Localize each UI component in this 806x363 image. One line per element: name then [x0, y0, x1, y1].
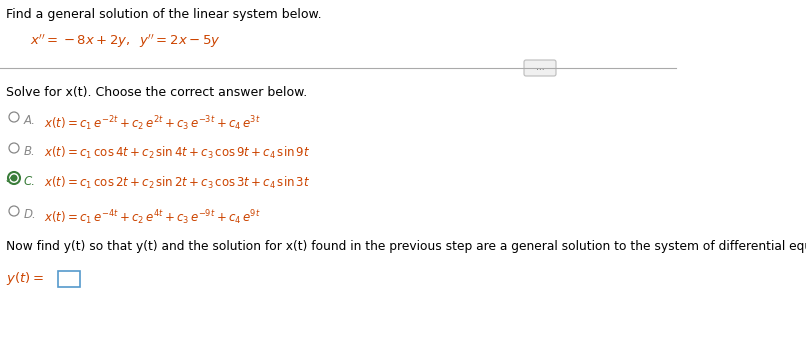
Circle shape	[8, 172, 20, 184]
Text: A.: A.	[24, 114, 36, 127]
Text: $x(t) = c_1\, \cos 4t + c_2\, \sin 4t + c_3\, \cos 9t + c_4\, \sin 9t$: $x(t) = c_1\, \cos 4t + c_2\, \sin 4t + …	[44, 145, 310, 161]
Text: D.: D.	[24, 208, 37, 221]
Text: Now find y(t) so that y(t) and the solution for x(t) found in the previous step : Now find y(t) so that y(t) and the solut…	[6, 240, 806, 253]
Text: Find a general solution of the linear system below.: Find a general solution of the linear sy…	[6, 8, 322, 21]
FancyBboxPatch shape	[58, 271, 80, 287]
FancyBboxPatch shape	[524, 60, 556, 76]
Text: Solve for x(t). Choose the correct answer below.: Solve for x(t). Choose the correct answe…	[6, 86, 307, 99]
Text: $y(t) =$: $y(t) =$	[6, 270, 44, 287]
Text: ...: ...	[536, 64, 544, 73]
Text: B.: B.	[24, 145, 35, 158]
Text: $x(t) = c_1\, e^{-4t} + c_2\, e^{4t} + c_3\, e^{-9t} + c_4\, e^{9t}$: $x(t) = c_1\, e^{-4t} + c_2\, e^{4t} + c…	[44, 208, 260, 227]
Text: $x(t) = c_1\, e^{-2t} + c_2\, e^{2t} + c_3\, e^{-3t} + c_4\, e^{3t}$: $x(t) = c_1\, e^{-2t} + c_2\, e^{2t} + c…	[44, 114, 260, 133]
Text: ✓: ✓	[4, 175, 13, 185]
Text: $x'' = -8x + 2y, \;\; y'' = 2x - 5y$: $x'' = -8x + 2y, \;\; y'' = 2x - 5y$	[30, 32, 221, 49]
Text: $x(t) = c_1\, \cos 2t + c_2\, \sin 2t + c_3\, \cos 3t + c_4\, \sin 3t$: $x(t) = c_1\, \cos 2t + c_2\, \sin 2t + …	[44, 175, 310, 191]
Text: C.: C.	[24, 175, 36, 188]
Circle shape	[10, 175, 18, 182]
